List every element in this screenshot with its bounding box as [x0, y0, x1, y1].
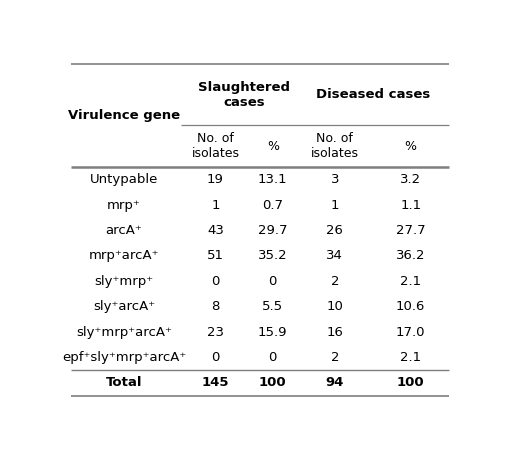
Text: 3: 3 [331, 173, 339, 186]
Text: 43: 43 [207, 224, 224, 237]
Text: 10: 10 [326, 300, 343, 313]
Text: mrp⁺arcA⁺: mrp⁺arcA⁺ [89, 249, 159, 262]
Text: 27.7: 27.7 [396, 224, 426, 237]
Text: 35.2: 35.2 [258, 249, 288, 262]
Text: 23: 23 [207, 326, 224, 339]
Text: 2.1: 2.1 [400, 351, 421, 364]
Text: Total: Total [106, 376, 142, 390]
Text: 0.7: 0.7 [262, 198, 283, 212]
Text: No. of
isolates: No. of isolates [311, 132, 359, 160]
Text: 15.9: 15.9 [258, 326, 288, 339]
Text: 19: 19 [207, 173, 224, 186]
Text: 51: 51 [207, 249, 224, 262]
Text: 17.0: 17.0 [396, 326, 425, 339]
Text: 0: 0 [269, 275, 277, 288]
Text: No. of
isolates: No. of isolates [192, 132, 239, 160]
Text: 36.2: 36.2 [396, 249, 425, 262]
Text: 0: 0 [211, 351, 219, 364]
Text: 100: 100 [397, 376, 425, 390]
Text: sly⁺mrp⁺arcA⁺: sly⁺mrp⁺arcA⁺ [76, 326, 172, 339]
Text: 26: 26 [326, 224, 343, 237]
Text: 29.7: 29.7 [258, 224, 288, 237]
Text: 1: 1 [211, 198, 219, 212]
Text: 10.6: 10.6 [396, 300, 425, 313]
Text: 94: 94 [326, 376, 344, 390]
Text: sly⁺mrp⁺: sly⁺mrp⁺ [94, 275, 153, 288]
Text: Virulence gene: Virulence gene [68, 109, 180, 122]
Text: 2: 2 [331, 275, 339, 288]
Text: sly⁺arcA⁺: sly⁺arcA⁺ [93, 300, 155, 313]
Text: 1: 1 [331, 198, 339, 212]
Text: 0: 0 [211, 275, 219, 288]
Text: Diseased cases: Diseased cases [315, 88, 430, 101]
Text: Slaughtered
cases: Slaughtered cases [198, 80, 290, 109]
Text: epf⁺sly⁺mrp⁺arcA⁺: epf⁺sly⁺mrp⁺arcA⁺ [62, 351, 186, 364]
Text: 13.1: 13.1 [258, 173, 288, 186]
Text: 8: 8 [211, 300, 219, 313]
Text: Untypable: Untypable [90, 173, 158, 186]
Text: 2.1: 2.1 [400, 275, 421, 288]
Text: %: % [405, 140, 417, 153]
Text: arcA⁺: arcA⁺ [106, 224, 142, 237]
Text: 3.2: 3.2 [400, 173, 421, 186]
Text: 0: 0 [269, 351, 277, 364]
Text: mrp⁺: mrp⁺ [107, 198, 141, 212]
Text: 2: 2 [331, 351, 339, 364]
Text: %: % [267, 140, 279, 153]
Text: 1.1: 1.1 [400, 198, 421, 212]
Text: 5.5: 5.5 [262, 300, 283, 313]
Text: 145: 145 [202, 376, 229, 390]
Text: 34: 34 [326, 249, 343, 262]
Text: 16: 16 [326, 326, 343, 339]
Text: 100: 100 [259, 376, 287, 390]
